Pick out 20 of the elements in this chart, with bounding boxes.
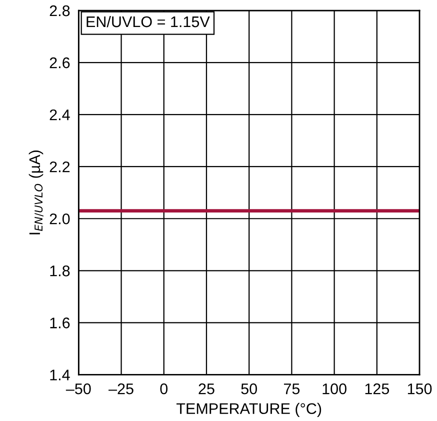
x-tick-label: –25 bbox=[108, 383, 134, 394]
y-tick-label: 1.8 bbox=[50, 266, 70, 276]
x-tick-label: 150 bbox=[408, 383, 432, 394]
y-tick-label: 2.6 bbox=[50, 57, 70, 68]
x-tick-label: –50 bbox=[66, 383, 91, 394]
x-tick-label: 25 bbox=[198, 383, 214, 394]
x-tick-label: 50 bbox=[241, 383, 257, 394]
y-axis-title: I$_{EN/UVLO}$ (µA) bbox=[28, 150, 44, 234]
y-tick-label: 2.0 bbox=[50, 213, 70, 224]
x-axis-title: TEMPERATURE (°C) bbox=[176, 402, 322, 418]
y-tick-label: 2.8 bbox=[50, 5, 70, 16]
y-tick-label: 1.6 bbox=[50, 318, 70, 328]
x-tick-label: 125 bbox=[365, 383, 390, 394]
x-tick-label: 100 bbox=[322, 383, 346, 394]
y-tick-label: 2.4 bbox=[50, 109, 70, 120]
x-tick-label: 0 bbox=[160, 383, 168, 394]
y-tick-label: 2.2 bbox=[50, 161, 70, 172]
x-tick-label: 75 bbox=[284, 384, 300, 394]
annotation: EN/UVLO = 1.15V bbox=[86, 16, 210, 28]
y-tick-label: 1.4 bbox=[50, 370, 70, 380]
